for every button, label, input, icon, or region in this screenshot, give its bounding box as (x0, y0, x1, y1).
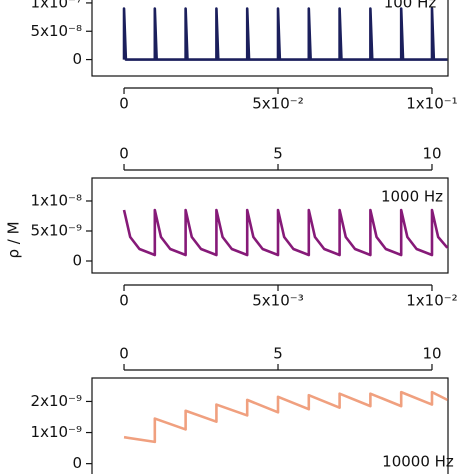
annotation: 1000 Hz (381, 188, 443, 206)
x-tick-label: 10 (422, 345, 441, 363)
plot-frame (91, 177, 449, 274)
annotation: 10000 Hz (382, 453, 454, 471)
y-tick-label: 0 (72, 50, 82, 68)
y-tick-label: 0 (72, 251, 82, 269)
plot-frame (91, 0, 449, 77)
x-tick-label: 5x10⁻² (252, 95, 303, 113)
data-line (123, 390, 448, 444)
x-tick-label: 0 (119, 95, 129, 113)
data-line (122, 7, 448, 61)
x-tick-label: 10 (422, 145, 441, 163)
y-axis-label: ρ / M (5, 221, 23, 258)
x-tick-label: 5 (273, 145, 283, 163)
x-tick-label: 0 (119, 292, 129, 310)
y-tick-label: 5x10⁻⁹ (31, 221, 82, 239)
y-tick-label: 1x10⁻⁷ (31, 0, 82, 11)
y-tick-label: 0 (72, 454, 82, 472)
x-tick-label: 5 (273, 345, 283, 363)
plot-frame (91, 377, 449, 474)
y-tick-label: 1x10⁻⁹ (31, 423, 82, 441)
x-tick-label: 1x10⁻¹ (406, 95, 457, 113)
x-tick-label: 5x10⁻³ (252, 292, 303, 310)
y-tick-label: 5x10⁻⁸ (31, 22, 82, 40)
data-line (122, 208, 449, 257)
annotation: 100 Hz (384, 0, 437, 12)
x-tick-label: 0 (119, 345, 129, 363)
x-tick-label: 0 (119, 145, 129, 163)
x-tick-label: 1x10⁻² (406, 292, 457, 310)
y-tick-label: 1x10⁻⁸ (31, 191, 82, 209)
y-tick-label: 2x10⁻⁹ (31, 392, 82, 410)
